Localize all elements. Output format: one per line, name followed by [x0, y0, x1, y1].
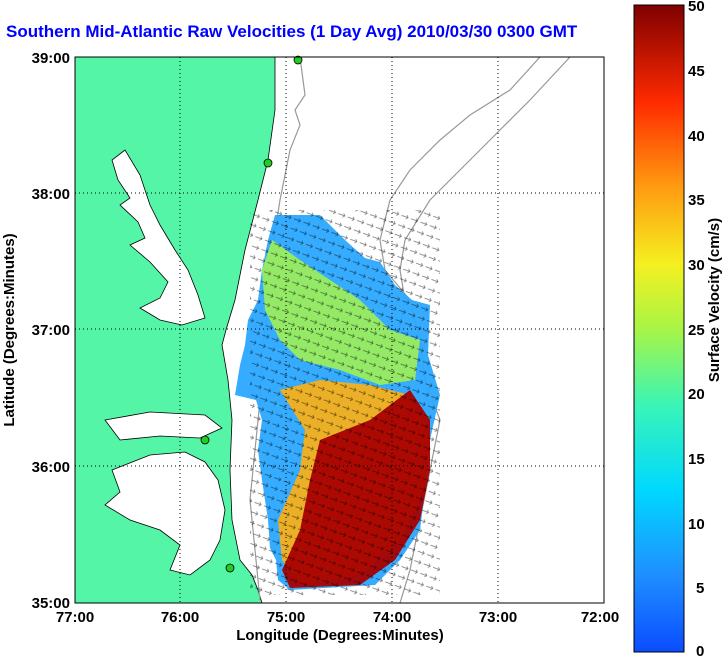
- colorbar-tick-label: 35: [688, 192, 705, 209]
- colorbar-tick-label: 30: [688, 257, 705, 274]
- y-axis-label: Latitude (Degrees:Minutes): [1, 233, 18, 426]
- y-ticks: 39:00 38:00 37:00 36:00 35:00: [32, 50, 70, 612]
- radar-station: [293, 55, 303, 65]
- x-tick-label: 73:00: [479, 609, 517, 626]
- colorbar-tick-label: 10: [688, 516, 705, 533]
- colorbar-tick-label: 50: [688, 0, 705, 15]
- radar-station: [225, 563, 235, 573]
- x-axis-label: Longitude (Degrees:Minutes): [236, 627, 444, 644]
- y-tick-label: 35:00: [32, 595, 70, 612]
- colorbar-tick-label: 5: [696, 580, 704, 597]
- colorbar-tick-label: 15: [688, 451, 705, 468]
- y-tick-label: 36:00: [32, 459, 70, 476]
- radar-station: [263, 158, 273, 168]
- x-tick-label: 76:00: [161, 609, 199, 626]
- colorbar-label: Surface Velocity (cm/s): [706, 218, 723, 382]
- x-tick-label: 72:00: [581, 609, 619, 626]
- chesapeake-bay: [111, 149, 206, 326]
- plot-frame: [74, 56, 605, 604]
- colorbar-tick-label: 0: [696, 643, 704, 659]
- x-tick-label: 77:00: [56, 609, 94, 626]
- chart-title: Southern Mid-Atlantic Raw Velocities (1 …: [6, 22, 578, 41]
- colorbar-tick-label: 25: [688, 322, 705, 339]
- y-tick-label: 39:00: [32, 50, 70, 67]
- x-tick-label: 75:00: [267, 609, 305, 626]
- colorbar-tick-label: 20: [688, 386, 705, 403]
- grid: [75, 57, 604, 603]
- velocity-vectors: [250, 210, 440, 595]
- colorbar-tick-label: 40: [688, 128, 705, 145]
- x-ticks: 77:00 76:00 75:00 74:00 73:00 72:00: [56, 609, 619, 626]
- x-tick-label: 74:00: [373, 609, 411, 626]
- colorbar-ticks: 50 45 40 35 30 25 20 15 10 5 0: [688, 0, 705, 659]
- colorbar-tick-label: 45: [688, 63, 705, 80]
- radar-station: [200, 435, 210, 445]
- pamlico-sound: [104, 451, 226, 576]
- colorbar: [633, 4, 685, 653]
- albemarle-sound: [104, 411, 223, 441]
- y-tick-label: 37:00: [32, 322, 70, 339]
- y-tick-label: 38:00: [32, 186, 70, 203]
